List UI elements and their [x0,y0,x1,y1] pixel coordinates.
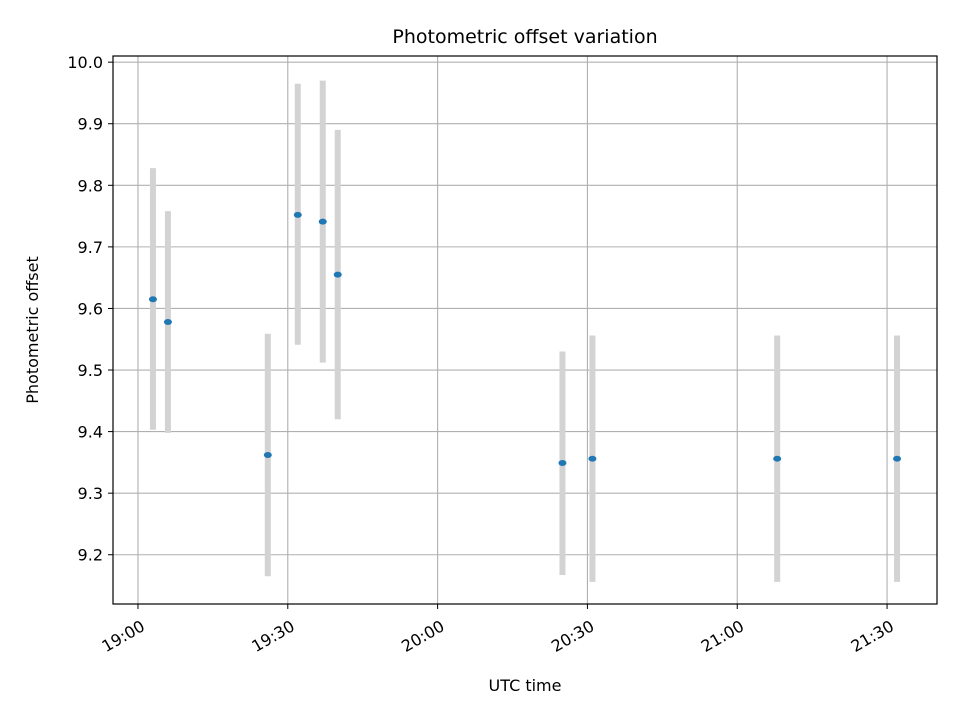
data-point [588,455,597,462]
x-tick-label: 20:30 [548,616,597,656]
x-axis-label: UTC time [489,676,562,695]
y-tick-label: 9.9 [78,115,103,134]
y-tick-label: 9.2 [78,546,103,565]
data-point [893,455,902,462]
y-tick-label: 9.4 [78,423,103,442]
y-tick-label: 10.0 [67,53,103,72]
y-tick-label: 9.3 [78,484,103,503]
data-point [773,455,782,462]
x-tick-label: 19:00 [99,616,148,656]
y-tick-label: 9.7 [78,238,103,257]
data-point [163,318,172,325]
data-point [293,211,302,218]
x-tick-label: 20:00 [398,616,447,656]
plot-frame [112,55,938,605]
data-points [148,211,902,466]
grid [113,56,937,604]
data-point [148,296,157,303]
chart-title: Photometric offset variation [392,26,657,48]
data-point [558,459,567,466]
y-tick-label: 9.5 [78,361,103,380]
y-tick-label: 9.6 [78,299,103,318]
y-axis: 9.2 9.3 9.4 9.5 9.6 9.7 9.8 9.9 10.0 [67,53,113,565]
data-point [263,451,272,458]
x-axis: 19:00 19:30 20:00 20:30 21:00 21:30 [99,604,897,656]
x-tick-label: 19:30 [248,616,297,656]
x-tick-label: 21:00 [698,616,747,656]
data-point [333,271,342,278]
data-point [318,218,327,225]
y-axis-label: Photometric offset [23,256,42,404]
errorbars [149,80,901,582]
x-tick-label: 21:30 [848,616,897,656]
y-tick-label: 9.8 [78,176,103,195]
